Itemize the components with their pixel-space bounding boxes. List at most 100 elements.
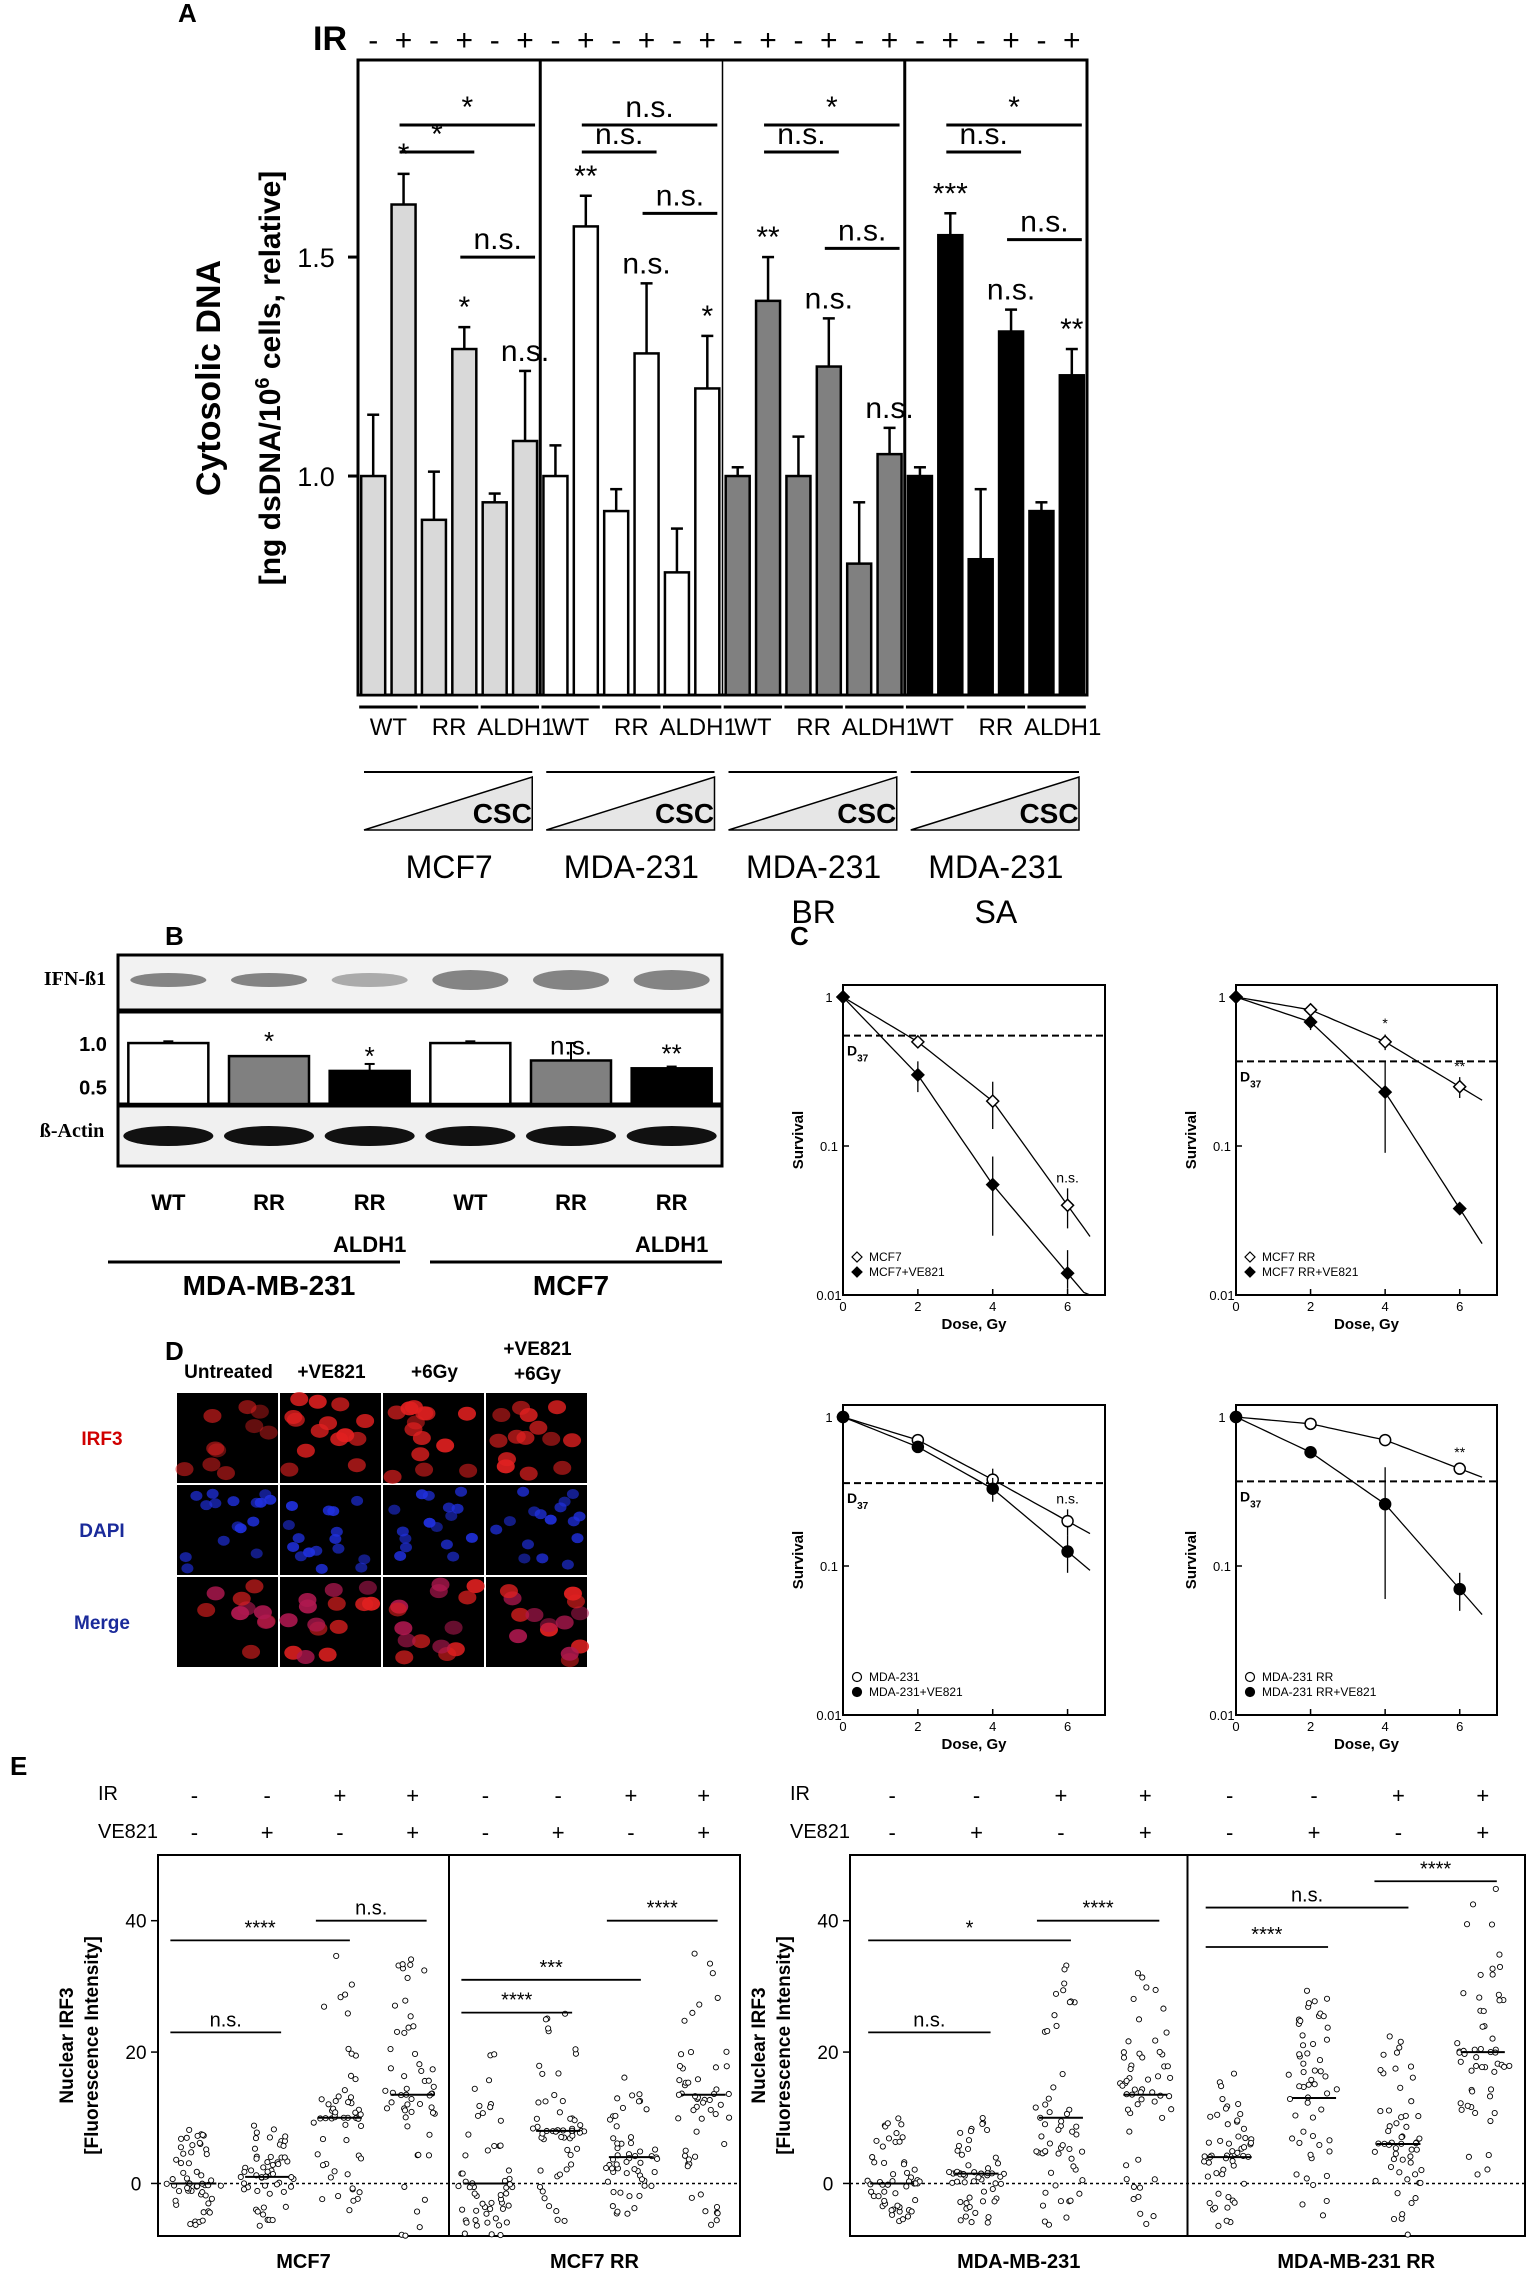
scatter-point xyxy=(980,2188,988,2195)
scatter-point xyxy=(352,2109,359,2116)
cell-blob xyxy=(285,1500,298,1511)
scatter-point xyxy=(1119,2082,1126,2089)
scatter-point xyxy=(163,2180,170,2187)
cell-blob xyxy=(238,1400,257,1415)
cell-blob xyxy=(308,1394,327,1409)
cell-blob xyxy=(318,1647,337,1662)
scatter-point xyxy=(623,2158,630,2165)
ir-sign: - xyxy=(482,1783,489,1808)
ve821-sign: - xyxy=(627,1820,634,1845)
cell-blob xyxy=(202,1457,221,1472)
scatter-point xyxy=(491,2142,498,2150)
scatter-point xyxy=(1468,2067,1475,2074)
cell-blob xyxy=(331,1397,350,1412)
scatter-point xyxy=(706,1960,714,1967)
scatter-point xyxy=(572,2046,579,2053)
ir-sign: - xyxy=(1310,1783,1317,1808)
scatter-point xyxy=(559,2098,566,2105)
significance-mark: n.s. xyxy=(805,282,853,315)
scatter-point xyxy=(318,2096,325,2103)
scatter-point xyxy=(619,2104,627,2111)
scatter-point xyxy=(402,2232,409,2239)
scatter-point xyxy=(352,2076,359,2083)
scatter-point xyxy=(1404,2176,1411,2183)
scatter-point xyxy=(1317,2068,1324,2075)
fit-curve xyxy=(842,1416,1091,1535)
scatter-point xyxy=(503,2190,510,2197)
scatter-point xyxy=(335,2192,342,2200)
y-axis-label: Survival xyxy=(790,1531,807,1589)
scatter-point xyxy=(1390,2156,1397,2163)
cell-blob xyxy=(206,1586,225,1601)
cell-line-name: MCF7 xyxy=(406,849,493,885)
y-tick-label: 0.1 xyxy=(820,1139,838,1154)
lane-label: RR xyxy=(555,1190,587,1215)
scatter-point xyxy=(1205,2139,1212,2146)
scatter-point xyxy=(1323,1995,1331,2002)
scatter-point xyxy=(1303,2175,1310,2182)
lane-sublabel: ALDH1 xyxy=(333,1232,406,1257)
scatter-point xyxy=(177,2159,185,2167)
cell-blob xyxy=(209,1498,222,1509)
cell-blob xyxy=(330,1526,343,1537)
panel-b-western-blot: IFN-ß1 ß-Actin 1.0 0.5 WT * RR * RR ALDH1 WT n.s. RR… xyxy=(40,953,724,1301)
data-point xyxy=(985,1177,1000,1192)
scatter-point xyxy=(627,2134,635,2141)
data-point xyxy=(1304,1445,1317,1459)
y-tick-label: 1.0 xyxy=(297,462,335,492)
scatter-point xyxy=(652,2146,659,2153)
scatter-point xyxy=(1066,1999,1073,2006)
subgroup-label: WT xyxy=(734,714,772,741)
cell-blob xyxy=(292,1533,305,1544)
cell-blob xyxy=(519,1466,538,1481)
cell-blob xyxy=(566,1489,579,1500)
bar xyxy=(724,474,751,697)
scatter-point xyxy=(1120,2049,1127,2056)
cell-blob xyxy=(298,1599,317,1614)
scatter-point xyxy=(1489,2035,1496,2042)
ir-sign: - xyxy=(554,1783,561,1808)
scatter-point xyxy=(356,2189,363,2196)
scatter-point xyxy=(713,2217,720,2224)
cell-blob xyxy=(457,1406,476,1421)
scatter-point xyxy=(1311,2067,1318,2074)
bracket-label: * xyxy=(1008,91,1020,124)
scatter-point xyxy=(1055,2150,1062,2157)
scatter-point xyxy=(1308,2076,1315,2083)
scatter-point xyxy=(957,2198,964,2206)
quant-bar xyxy=(227,1054,311,1106)
cell-blob xyxy=(503,1516,516,1527)
scatter-point xyxy=(506,2181,514,2188)
data-point xyxy=(1453,1582,1466,1596)
scatter-point xyxy=(344,2171,351,2178)
ifn-band xyxy=(231,973,307,987)
cell-blob xyxy=(417,1406,436,1421)
ve821-sign: - xyxy=(1057,1820,1064,1845)
actin-band xyxy=(123,1126,214,1146)
scatter-point xyxy=(1377,2066,1384,2074)
scatter-point xyxy=(465,2131,472,2138)
cell-blob xyxy=(250,1497,263,1508)
scatter-point xyxy=(503,2219,510,2226)
bar xyxy=(1058,374,1086,697)
scatter-point xyxy=(1058,2118,1065,2125)
scatter-point xyxy=(1392,2150,1399,2157)
scatter-point xyxy=(641,2182,648,2189)
scatter-point xyxy=(185,2160,192,2167)
cell-blob xyxy=(561,1559,574,1570)
scatter-point xyxy=(612,2112,619,2119)
cell-blob xyxy=(489,1433,508,1448)
scatter-point xyxy=(985,2214,992,2221)
scatter-point xyxy=(206,2209,213,2216)
scatter-point xyxy=(1293,2171,1300,2178)
ve821-sign: - xyxy=(889,1820,896,1845)
scatter-point xyxy=(1123,2162,1130,2169)
scatter-point xyxy=(637,2148,644,2155)
scatter-point xyxy=(1487,2086,1495,2093)
scatter-point xyxy=(1377,2108,1384,2115)
cell-blob xyxy=(411,1447,430,1462)
cell-blob xyxy=(459,1463,478,1478)
quant-mark: ** xyxy=(662,1038,682,1068)
scatter-point xyxy=(1296,2051,1303,2058)
scatter-point xyxy=(321,2003,328,2010)
